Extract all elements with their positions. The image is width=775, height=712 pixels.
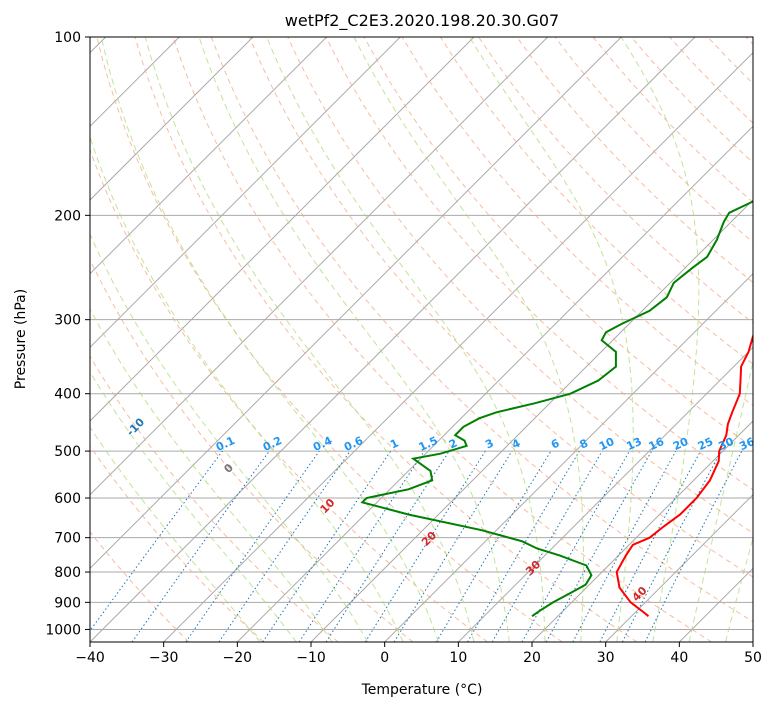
y-axis-label: Pressure (hPa) xyxy=(13,289,29,389)
y-tick-label: 700 xyxy=(54,531,81,547)
x-axis-label: Temperature (°C) xyxy=(361,682,483,698)
x-tick-label: −40 xyxy=(75,650,105,666)
y-tick-label: 800 xyxy=(54,565,81,581)
x-tick-label: 20 xyxy=(523,650,541,666)
y-tick-label: 900 xyxy=(54,595,81,611)
y-tick-label: 200 xyxy=(54,208,81,224)
x-tick-label: 50 xyxy=(744,650,762,666)
y-tick-label: 600 xyxy=(54,491,81,507)
y-tick-label: 1000 xyxy=(45,622,81,638)
y-tick-label: 400 xyxy=(54,387,81,403)
x-tick-label: 40 xyxy=(670,650,688,666)
x-tick-label: 30 xyxy=(597,650,615,666)
y-tick-label: 100 xyxy=(54,30,81,46)
x-tick-label: −20 xyxy=(223,650,253,666)
y-tick-label: 300 xyxy=(54,313,81,329)
x-tick-label: 10 xyxy=(449,650,467,666)
chart-title: wetPf2_C2E3.2020.198.20.30.G07 xyxy=(285,11,559,31)
x-tick-label: 0 xyxy=(380,650,389,666)
x-tick-label: −10 xyxy=(296,650,326,666)
y-tick-label: 500 xyxy=(54,444,81,460)
x-tick-label: −30 xyxy=(149,650,179,666)
